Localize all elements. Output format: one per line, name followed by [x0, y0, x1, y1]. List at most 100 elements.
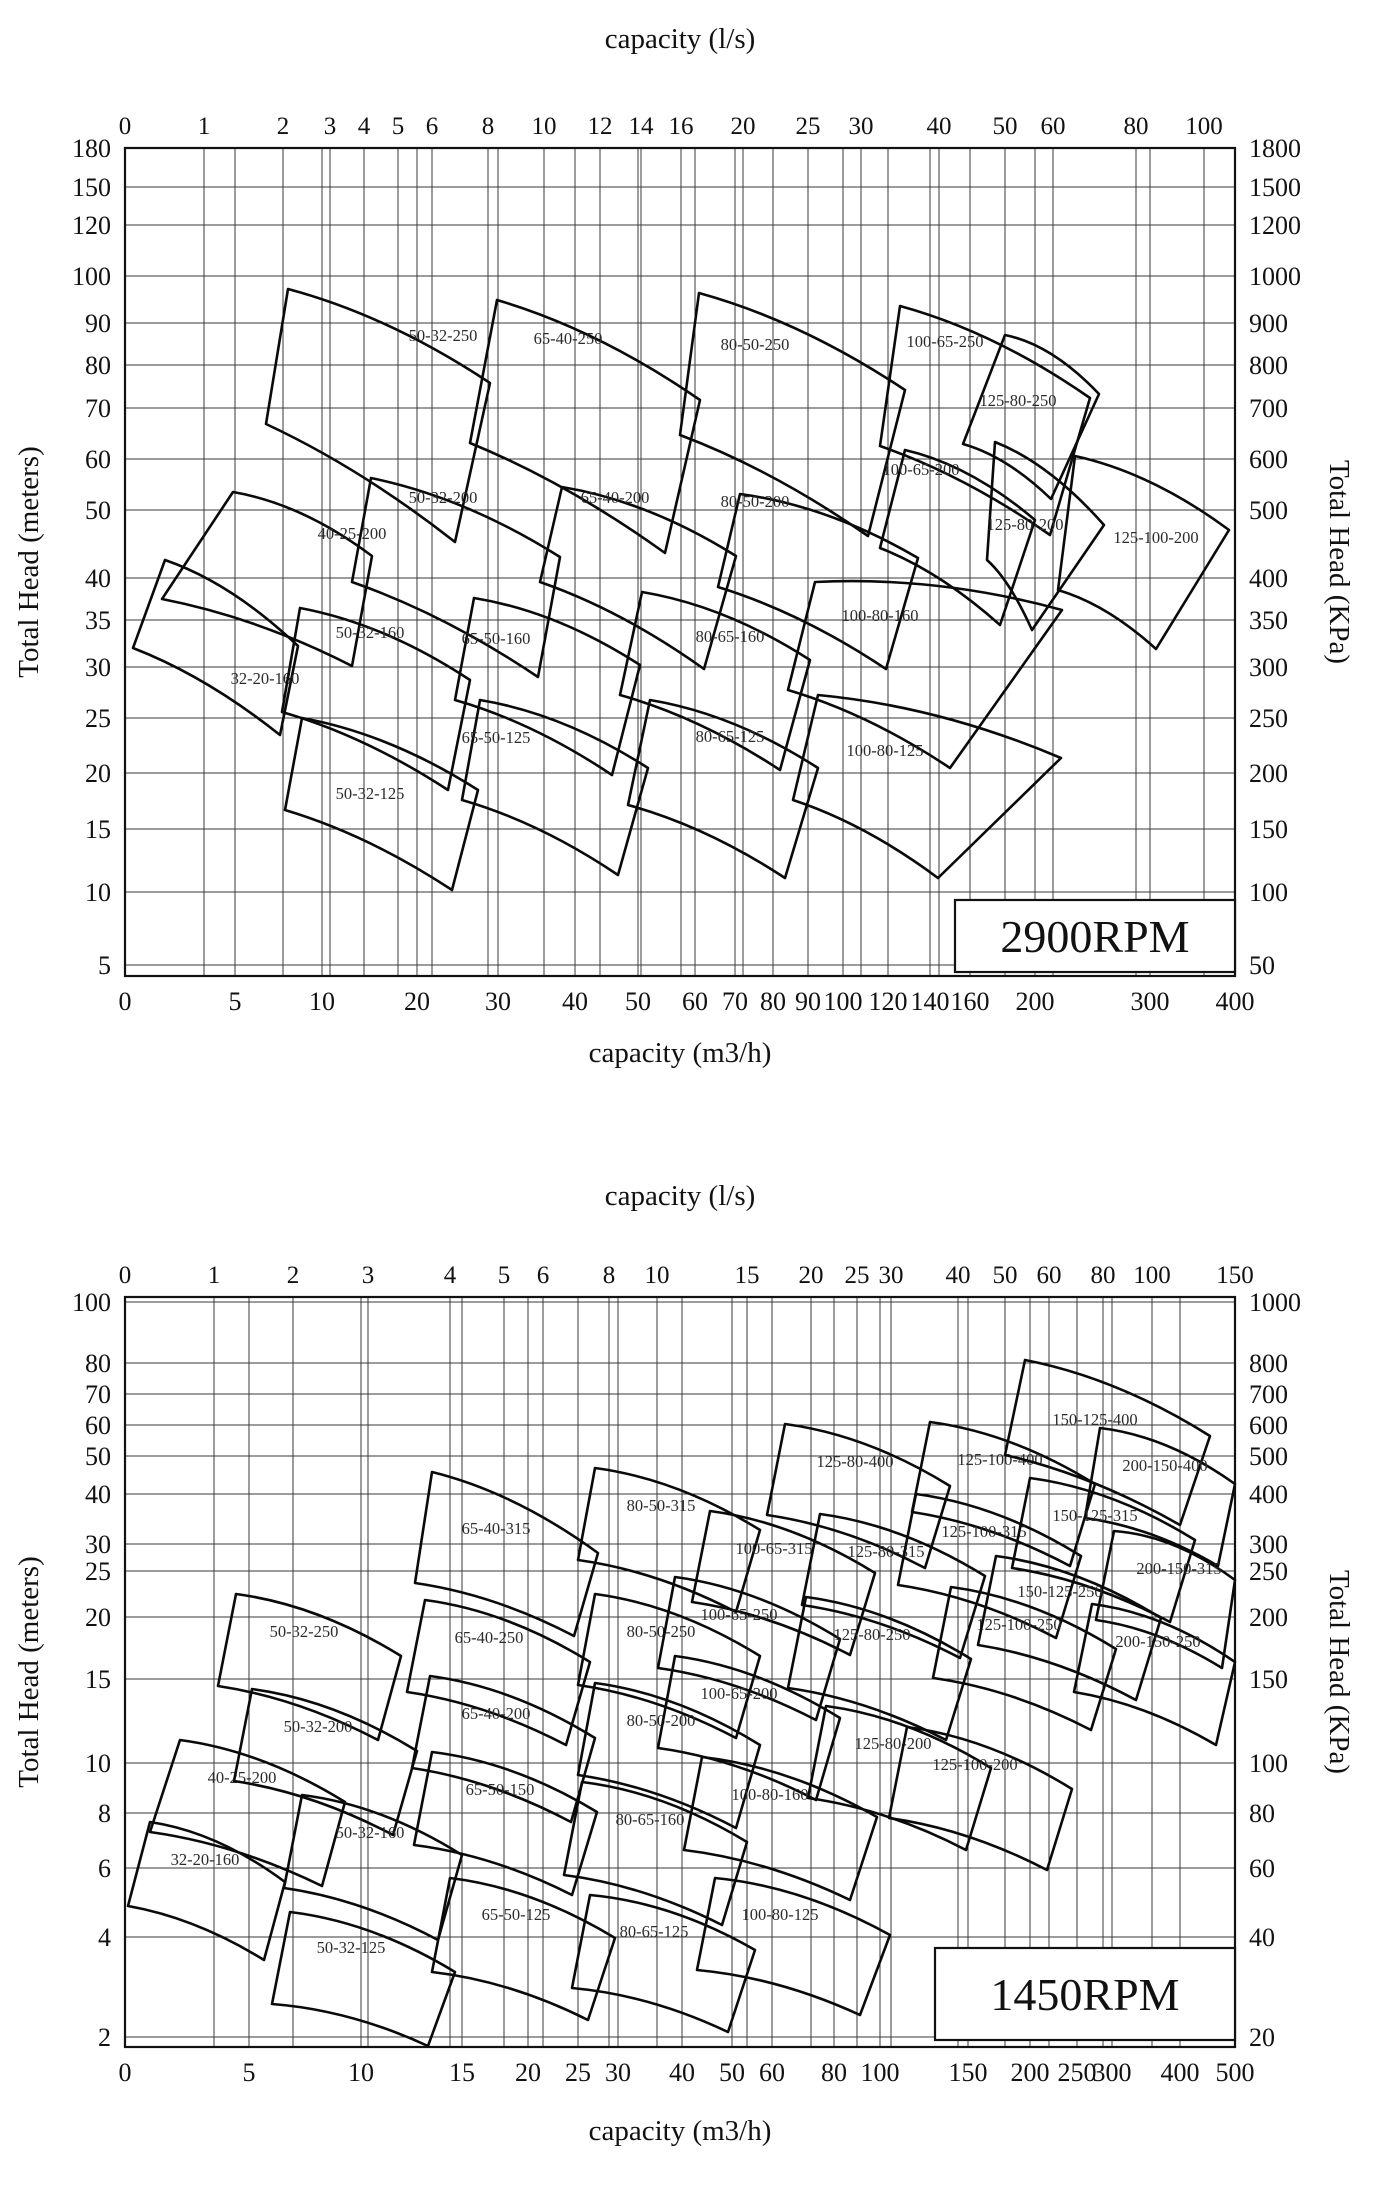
x-top-tick-label: 8	[603, 1262, 616, 1289]
x-bottom-tick-label: 90	[795, 987, 821, 1016]
x-bottom-tick-label: 5	[243, 2058, 256, 2087]
x-top-tick-label: 15	[735, 1262, 760, 1289]
x-top-tick-label: 80	[1091, 1262, 1116, 1289]
y-right-tick-label: 150	[1249, 815, 1288, 844]
x-top-tick-label: 20	[799, 1262, 824, 1289]
plot-border	[123, 146, 1237, 978]
region-label-100-65-200: 100-65-200	[883, 460, 960, 479]
x-top-tick-label: 60	[1037, 1262, 1062, 1289]
y-right-tick-label: 700	[1249, 1380, 1288, 1409]
x-top-tick-label: 16	[669, 113, 694, 140]
y-left-tick-label: 20	[85, 1603, 111, 1632]
pump-region-125-80-200	[806, 1704, 993, 1852]
y-left-tick-label: 70	[85, 394, 111, 423]
pump-region-65-40-200	[538, 485, 738, 671]
region-label-65-40-250: 65-40-250	[534, 329, 603, 348]
region-label-125-100-315: 125-100-315	[941, 1522, 1026, 1541]
x-top-tick-label: 0	[119, 1262, 132, 1289]
region-label-80-65-125: 80-65-125	[620, 1922, 689, 1941]
title-capacity-m3h: capacity (m3/h)	[589, 2115, 772, 2147]
y-left-tick-label: 6	[98, 1854, 111, 1883]
x-top-tick-label: 10	[645, 1262, 670, 1289]
y-left-tick-label: 100	[72, 1288, 111, 1317]
pump-region-80-50-250	[678, 291, 907, 538]
x-bottom-tick-label: 20	[515, 2058, 541, 2087]
x-top-tick-label: 8	[482, 113, 495, 140]
pump-region-65-40-250	[405, 1598, 592, 1747]
y-left-tick-label: 10	[85, 878, 111, 907]
pump-region-200-150-315	[1094, 1529, 1237, 1670]
x-top-tick-label: 3	[362, 1262, 375, 1289]
region-label-50-32-250: 50-32-250	[270, 1622, 339, 1641]
y-left-tick-label: 70	[85, 1380, 111, 1409]
region-label-125-80-315: 125-80-315	[848, 1542, 925, 1561]
pump-regions: 125-80-400 125-100-400 150-125-400 200-150-…	[126, 1358, 1237, 2048]
pump-region-100-65-200	[656, 1654, 842, 1802]
x-bottom-tick-label: 160	[951, 987, 990, 1016]
x-top-tick-label: 2	[277, 113, 290, 140]
region-label-125-80-200: 125-80-200	[855, 1734, 932, 1753]
x-top-tick-label: 30	[849, 113, 874, 140]
pump-region-100-80-125	[695, 1876, 892, 2017]
y-right-tick-label: 800	[1249, 351, 1288, 380]
x-bottom-tick-label: 400	[1216, 987, 1255, 1016]
y-right-tick-label: 150	[1249, 1665, 1288, 1694]
region-label-100-80-125: 100-80-125	[742, 1905, 819, 1924]
region-label-200-150-315: 200-150-315	[1136, 1559, 1221, 1578]
region-label-100-80-160: 100-80-160	[732, 1785, 809, 1804]
pump-region-80-65-160	[618, 590, 812, 772]
x-bottom-tick-label: 15	[449, 2058, 475, 2087]
y-right-tick-label: 80	[1249, 1799, 1275, 1828]
x-bottom-tick-label: 30	[605, 2058, 631, 2087]
region-label-125-100-400: 125-100-400	[957, 1450, 1042, 1469]
region-label-100-65-250: 100-65-250	[907, 332, 984, 351]
region-label-200-150-250: 200-150-250	[1115, 1632, 1200, 1651]
pump-region-150-125-250	[976, 1554, 1163, 1702]
pump-region-65-40-250	[468, 298, 702, 555]
rpm-box	[933, 1946, 1237, 2042]
y-right-tick-label: 250	[1249, 1557, 1288, 1586]
region-label-65-40-200: 65-40-200	[462, 1704, 531, 1723]
x-bottom-tick-label: 40	[669, 2058, 695, 2087]
y-right-tick-label: 800	[1249, 1349, 1288, 1378]
y-right-tick-label: 500	[1249, 496, 1288, 525]
region-label-80-50-200: 80-50-200	[627, 1711, 696, 1730]
pump-region-125-100-315	[896, 1492, 1083, 1640]
y-right-tick-label: 350	[1249, 606, 1288, 635]
y-right-tick-label: 600	[1249, 445, 1288, 474]
y-right-tick-label: 60	[1249, 1854, 1275, 1883]
x-top-tick-label: 10	[532, 113, 557, 140]
pump-region-40-25-200	[160, 490, 374, 668]
pump-region-50-32-160	[280, 606, 472, 792]
region-label-125-80-250: 125-80-250	[834, 1625, 911, 1644]
x-bottom-tick-label: 100	[861, 2058, 900, 2087]
pump-region-100-65-250	[878, 304, 1092, 537]
x-top-tick-label: 5	[392, 113, 405, 140]
x-top-tick-label: 12	[588, 113, 613, 140]
y-left-tick-label: 50	[85, 496, 111, 525]
pump-region-50-32-200	[350, 476, 562, 679]
region-label-50-32-200: 50-32-200	[409, 488, 478, 507]
x-bottom-tick-label: 50	[625, 987, 651, 1016]
x-top-tick-label: 2	[287, 1262, 300, 1289]
y-left-tick-label: 15	[85, 815, 111, 844]
y-left-tick-label: 10	[85, 1749, 111, 1778]
pump-region-32-20-160	[131, 558, 300, 737]
x-bottom-tick-label: 0	[119, 2058, 132, 2087]
region-label-80-65-160: 80-65-160	[696, 627, 765, 646]
x-top-tick-label: 60	[1041, 113, 1066, 140]
pump-region-80-50-200	[576, 1681, 762, 1830]
axis-labels: 1801501201009080706050403530252015105180…	[72, 113, 1301, 1016]
region-label-32-20-160: 32-20-160	[231, 669, 300, 688]
region-label-125-100-200: 125-100-200	[1113, 528, 1198, 547]
x-top-tick-label: 1	[198, 113, 211, 140]
y-left-tick-label: 90	[85, 309, 111, 338]
x-top-tick-label: 20	[731, 113, 756, 140]
region-label-65-40-250: 65-40-250	[455, 1628, 524, 1647]
region-label-150-125-315: 150-125-315	[1052, 1506, 1137, 1525]
pump-region-50-32-160	[282, 1793, 464, 1942]
region-label-65-40-315: 65-40-315	[462, 1519, 531, 1538]
region-label-125-80-400: 125-80-400	[817, 1452, 894, 1471]
pump-region-125-80-250	[961, 333, 1101, 501]
